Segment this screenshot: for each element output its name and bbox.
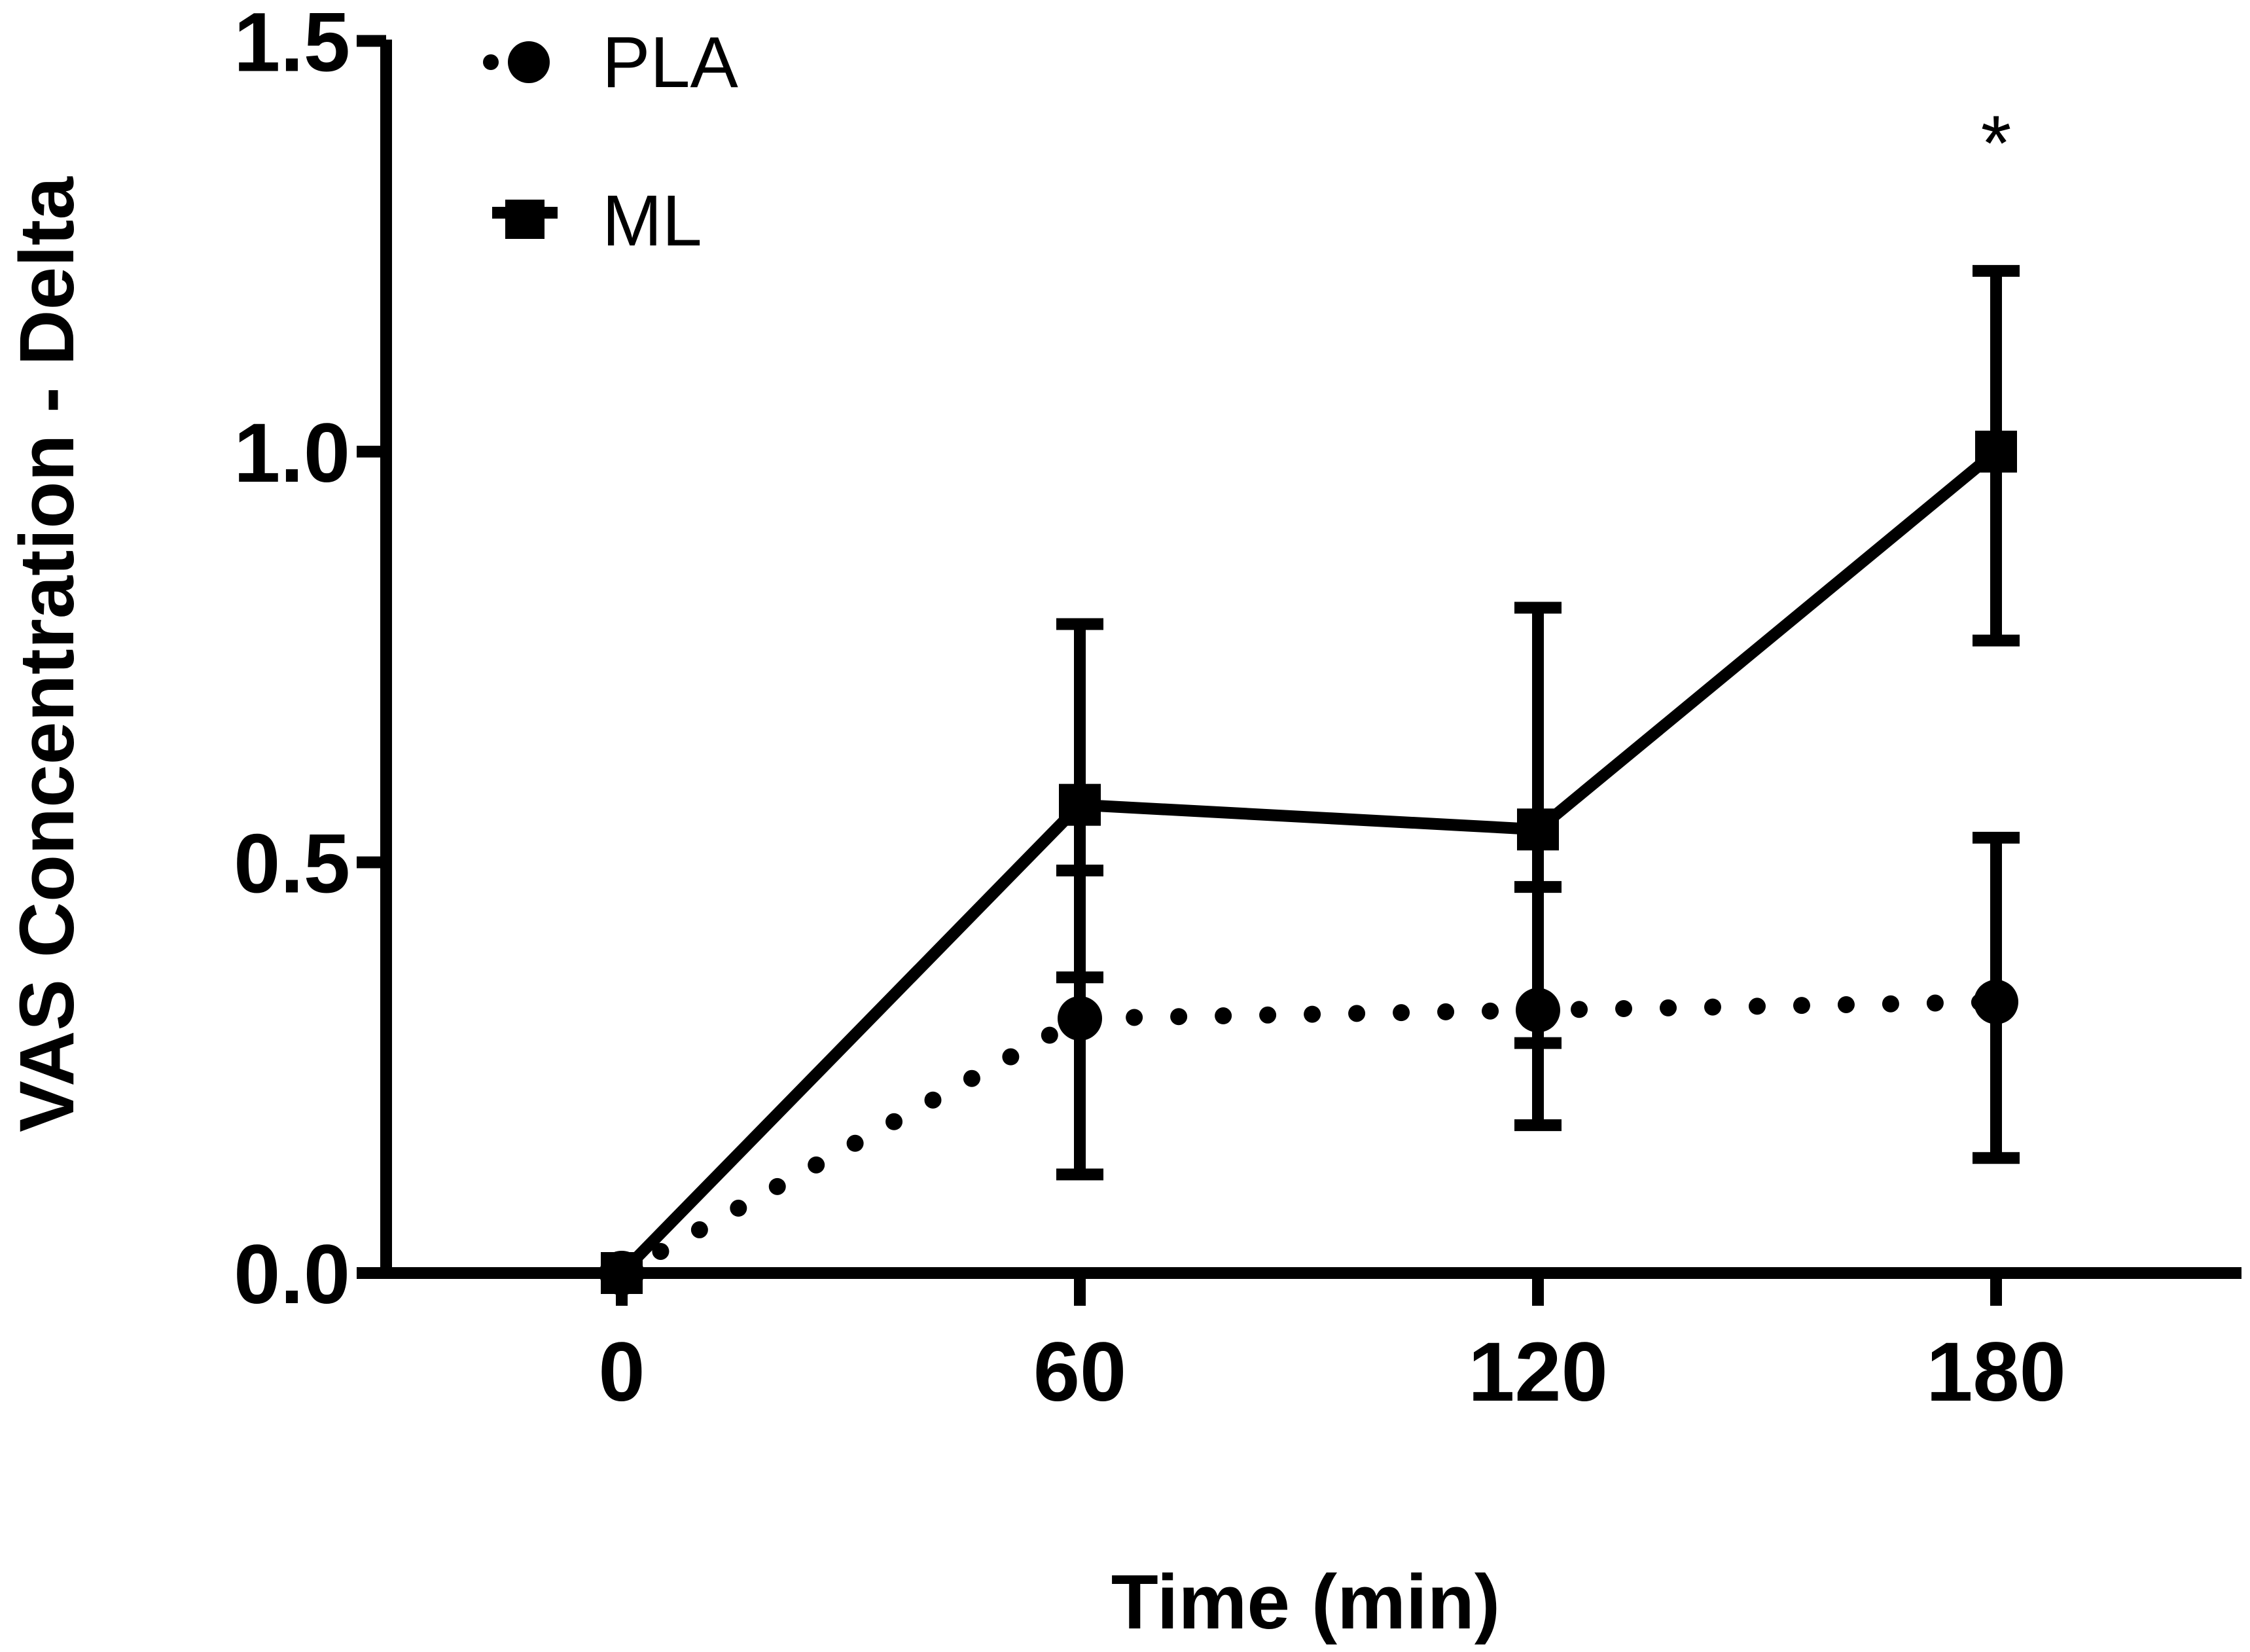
axes: 0.0 0.5 1.0 1.5 0 60 120 180 [234, 0, 2241, 1419]
data-point [1974, 979, 2018, 1024]
legend: PLA ML [483, 22, 739, 261]
legend-marker [505, 200, 545, 239]
legend-label: ML [602, 181, 702, 261]
x-tick-label: 120 [1468, 1325, 1608, 1419]
significance-marker: * [1981, 99, 2012, 187]
y-axis-title: VAS Concentration - Delta [4, 176, 90, 1132]
series-layer: * [599, 99, 2020, 1295]
y-tick-label: 1.5 [234, 0, 350, 90]
series-pla [599, 831, 2020, 1295]
x-tick-label: 180 [1926, 1325, 2066, 1419]
x-axis-title: Time (min) [1111, 1559, 1500, 1645]
legend-item-pla: PLA [483, 22, 739, 103]
data-point [1975, 431, 2017, 473]
data-point [1517, 808, 1559, 851]
x-tick-label: 0 [598, 1325, 645, 1419]
y-tick-label: 0.5 [234, 817, 350, 911]
legend-item-ml: ML [492, 181, 702, 261]
x-tick-label: 60 [1033, 1325, 1126, 1419]
data-point [601, 1252, 643, 1294]
series-line [616, 446, 2002, 1279]
legend-marker [508, 41, 550, 83]
data-point [1058, 996, 1102, 1041]
data-point [1059, 783, 1101, 826]
series-line [613, 993, 2005, 1282]
legend-label: PLA [602, 22, 739, 103]
legend-line-sample [483, 54, 499, 70]
y-tick-label: 1.0 [234, 406, 350, 500]
y-tick-label: 0.0 [234, 1228, 350, 1321]
series-ml [601, 264, 2020, 1294]
